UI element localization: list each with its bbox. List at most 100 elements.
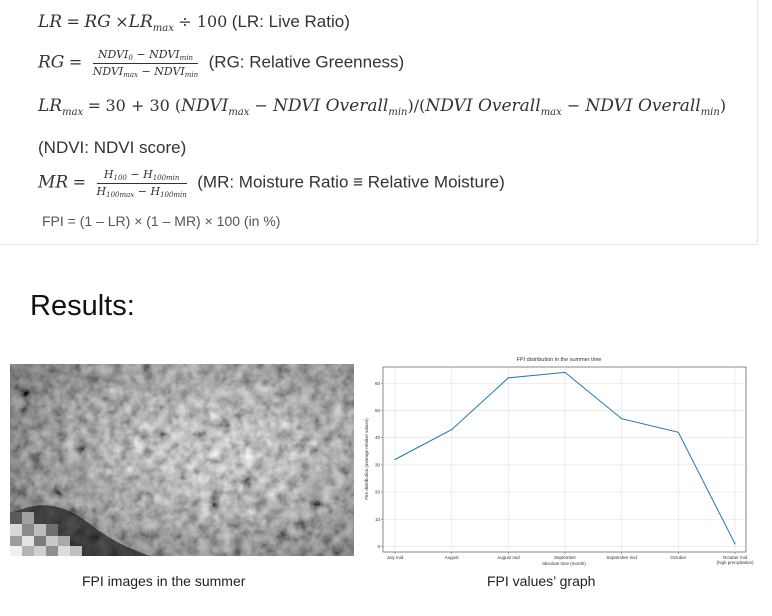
graph-caption: FPI values’ graph xyxy=(487,573,596,589)
max-subscript: max xyxy=(152,23,174,34)
data-point xyxy=(507,377,509,379)
lr-symbol: LR xyxy=(38,96,63,116)
lr-description: (LR: Live Ratio) xyxy=(231,12,350,31)
fpi-satellite-image xyxy=(10,364,354,556)
overall-term-1: NDVI Overall xyxy=(273,96,389,116)
formula-rg: RG = NDVI0 − NDVImin NDVImax − NDVImin (… xyxy=(38,48,404,79)
den-h-2: H xyxy=(150,185,161,198)
num-sub-100min: 100min xyxy=(152,174,180,182)
data-point xyxy=(621,418,623,420)
x-tick-label-line: October xyxy=(670,555,687,560)
divide-100: ÷ 100 xyxy=(178,12,228,31)
plot-frame xyxy=(382,366,747,553)
num-minus: − xyxy=(126,168,144,181)
den-h: H xyxy=(96,185,107,198)
satellite-texture xyxy=(10,364,354,556)
x-axis: July mid August August mid September Septemb… xyxy=(387,552,754,565)
lr-symbol: LR xyxy=(38,12,63,32)
num-minus: − xyxy=(132,48,150,61)
num-h: H xyxy=(103,168,114,181)
num-h-2: H xyxy=(143,168,153,181)
series-points xyxy=(394,371,736,545)
data-point xyxy=(394,458,396,461)
mr-denominator: H100max − H100min xyxy=(97,184,187,199)
formula-mr: MR = H100 − H100min H100max − H100min (M… xyxy=(38,168,505,199)
mr-symbol: MR xyxy=(38,172,69,193)
x-axis-label: absolute time (month) xyxy=(542,561,586,566)
y-axis-label: Fire distribution (average relative valu… xyxy=(364,418,369,500)
y-tick-label: 30 xyxy=(375,462,381,467)
x-tick-label: September mid xyxy=(606,555,637,560)
overall-sub-min-1: min xyxy=(388,107,408,118)
constant-term: 30 + 30 ( xyxy=(105,96,182,115)
x-tick-label: August xyxy=(445,555,460,560)
mr-description: (MR: Moisture Ratio ≡ Relative Moisture) xyxy=(197,172,505,192)
ndvi-term: NDVI xyxy=(181,96,229,116)
num-sub-0: 0 xyxy=(128,54,133,62)
equals-sign: = xyxy=(68,52,83,72)
minus-2: − xyxy=(561,96,586,115)
x-tick-label-line: September mid xyxy=(606,555,637,560)
equals-sign: = xyxy=(66,12,80,31)
rg-symbol: RG xyxy=(38,52,65,73)
y-tick-label: 10 xyxy=(375,517,381,522)
x-tick-label-line: July mid xyxy=(387,555,404,560)
x-tick-label: July mid xyxy=(387,555,404,560)
x-tick-label-line: October mid xyxy=(723,555,748,560)
lr-symbol-2: LR xyxy=(128,12,153,32)
num-ndvi-2: NDVI xyxy=(149,48,180,61)
x-tick-label: October mid (high precipitation) xyxy=(716,555,754,565)
rg-description: (RG: Relative Greenness) xyxy=(208,52,405,72)
closing-paren: ) xyxy=(719,96,727,115)
y-tick-label: 50 xyxy=(375,408,381,413)
x-tick-label-line: (high precipitation) xyxy=(716,560,754,565)
pixel-blocks xyxy=(10,512,82,556)
formula-lr: LR = RG ×LRmax ÷ 100 (LR: Live Ratio) xyxy=(38,12,350,34)
overall-sub-max: max xyxy=(540,107,562,118)
num-sub-100: 100 xyxy=(113,174,127,182)
equals-sign: = xyxy=(72,172,87,192)
x-tick-label: October xyxy=(670,555,687,560)
chart-title: FPI distribution in the summer time xyxy=(517,357,602,363)
lhs-sub-max: max xyxy=(62,107,84,118)
minus-1: − xyxy=(249,96,273,115)
overall-sub-min-2: min xyxy=(700,107,720,118)
y-axis: 0 10 20 30 40 50 60 xyxy=(375,381,383,549)
times-sign: × xyxy=(115,12,129,31)
y-tick-label: 40 xyxy=(375,435,381,440)
x-tick-label: September xyxy=(554,555,577,560)
rg-fraction: NDVI0 − NDVImin NDVImax − NDVImin xyxy=(92,48,199,79)
ndvi-sub-max: max xyxy=(228,107,250,118)
formula-lrmax: LRmax = 30 + 30 (NDVImax − NDVI Overallm… xyxy=(38,96,726,118)
images-caption: FPI images in the summer xyxy=(82,573,246,589)
den-minus: − xyxy=(138,65,155,78)
den-ndvi: NDVI xyxy=(92,65,124,78)
num-ndvi: NDVI xyxy=(97,48,129,61)
chart-svg: FPI distribution in the summer time 0 10 2… xyxy=(364,357,754,566)
x-tick-label-line: September xyxy=(554,555,577,560)
y-tick-label: 0 xyxy=(377,544,380,549)
overall-term-2: NDVI Overall xyxy=(425,96,541,116)
rg-symbol: RG xyxy=(84,12,111,32)
den-sub-100max: 100max xyxy=(106,191,135,199)
x-tick-label: August mid xyxy=(497,555,520,560)
formula-panel: LR = RG ×LRmax ÷ 100 (LR: Live Ratio) RG… xyxy=(0,0,758,245)
den-sub-max: max xyxy=(123,71,139,79)
mr-numerator: H100 − H100min xyxy=(96,168,187,184)
y-tick-label: 60 xyxy=(375,381,381,386)
ndvi-note: (NDVI: NDVI score) xyxy=(38,138,187,157)
num-sub-min: min xyxy=(179,54,194,62)
den-sub-min: min xyxy=(184,71,199,79)
den-ndvi-2: NDVI xyxy=(154,65,185,78)
den-sub-100min: 100min xyxy=(160,191,187,199)
y-tick-label: 20 xyxy=(375,490,381,495)
rg-denominator: NDVImax − NDVImin xyxy=(93,64,198,79)
den-minus: − xyxy=(134,185,151,198)
fpi-line-chart: FPI distribution in the summer time 0 10 2… xyxy=(363,355,756,567)
mr-fraction: H100 − H100min H100max − H100min xyxy=(96,168,187,199)
overall-term-3: NDVI Overall xyxy=(585,96,701,116)
division-paren: )/( xyxy=(407,96,426,115)
x-tick-label-line: August xyxy=(445,555,460,560)
data-point xyxy=(734,543,736,545)
data-point xyxy=(677,431,679,433)
